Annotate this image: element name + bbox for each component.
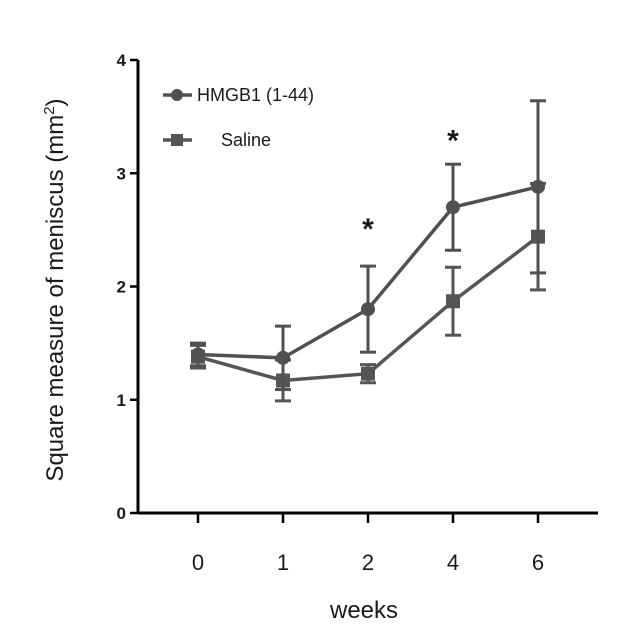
y-axis-title-main: Square measure of meniscus (mm [42,115,69,482]
x-tick-label: 6 [532,550,544,575]
legend-label: Saline [221,130,271,150]
data-point [276,351,290,365]
legend-label: HMGB1 (1-44) [197,85,314,105]
legend-marker [171,89,183,101]
x-tick-label: 2 [362,550,374,575]
y-tick-label: 0 [117,504,126,523]
data-point [531,180,545,194]
x-tick-label: 4 [447,550,459,575]
y-tick-label: 2 [117,278,126,297]
legend-item: HMGB1 (1-44) [163,85,314,105]
significance-marker: * [362,213,374,246]
x-tick-label: 0 [192,550,204,575]
legend-item: Saline [163,130,271,150]
data-point [361,302,375,316]
legend: HMGB1 (1-44) Saline [163,85,314,150]
data-point [191,347,205,361]
data-point [361,367,375,381]
data-point [446,200,460,214]
y-axis-title: Square measure of meniscus (mm2) [41,98,69,481]
x-axis-title: weeks [329,597,398,624]
axes: 0 1 2 3 4 0 1 2 4 6 [117,51,598,575]
y-axis-title-superscript: 2 [41,106,58,114]
significance-marker: * [447,124,459,157]
y-tick-label: 4 [117,51,127,70]
y-tick-label: 3 [117,164,126,183]
data-point [446,294,460,308]
x-tick-label: 1 [277,550,289,575]
y-axis-title-close: ) [42,98,69,106]
annotation-layer: ** [362,124,459,245]
y-tick-label: 1 [117,391,126,410]
legend-marker [171,134,183,146]
